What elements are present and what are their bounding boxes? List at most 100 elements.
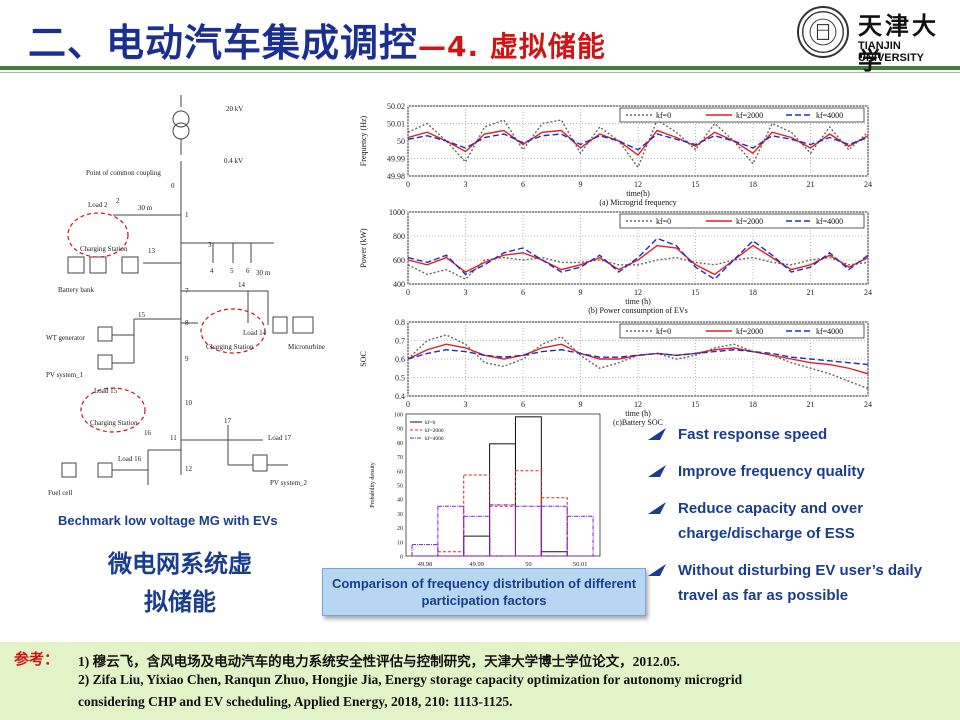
virtual-storage-label-line2: 拟储能 — [144, 588, 216, 616]
series-line — [407, 349, 869, 366]
x-tick-label: 15 — [692, 400, 700, 409]
title-subtitle: —4. 虚拟储能 — [418, 30, 606, 63]
node-label: 16 — [144, 429, 152, 437]
histogram-caption: Comparison of frequency distribution of … — [322, 568, 646, 616]
label-fuel-cell: Fuel cell — [48, 489, 72, 497]
y-tick-label: 0.7 — [395, 337, 405, 346]
university-name-en: TIANJIN UNIVERSITY — [858, 40, 925, 64]
virtual-storage-label-line1: 微电网系统虚 — [108, 550, 252, 578]
y-axis-label: Power (kW) — [359, 228, 368, 268]
soc-chart: 0 3 6 9 12 15 18 21 24 0.4 0.5 0.6 0.7 0.8 kf=0 kf=2000… — [359, 318, 872, 427]
benefit-item: Reduce capacity and over charge/discharg… — [648, 496, 958, 546]
y-tick-label: 60 — [397, 469, 403, 475]
label-30m-a: 30 m — [138, 204, 153, 212]
node-label: 1 — [185, 211, 189, 219]
y-tick-label: 90 — [397, 427, 403, 433]
x-tick-label: 6 — [521, 180, 525, 189]
references-box — [0, 642, 960, 720]
arrow-bullet-icon — [648, 564, 666, 576]
y-tick-label: 0.8 — [395, 318, 405, 327]
header-divider-thin — [0, 72, 960, 73]
x-tick-label: 6 — [521, 400, 525, 409]
label-20kv: 20 kV — [226, 105, 243, 113]
university-seal-icon — [797, 6, 849, 58]
benefit-item: Without disturbing EV user’s daily trave… — [648, 558, 958, 608]
y-tick-label: 40 — [397, 498, 403, 504]
reference-2: 2) Zifa Liu, Yixiao Chen, Ranqun Zhuo, H… — [78, 672, 743, 687]
x-tick-label: 24 — [864, 288, 872, 297]
x-axis-label: time(h) — [626, 189, 650, 198]
histogram-bar — [437, 505, 465, 557]
legend-label: kf=0 — [425, 419, 436, 426]
x-tick-label: 0 — [406, 288, 410, 297]
y-tick-label: 800 — [393, 232, 405, 241]
x-tick-label: 49.98 — [418, 561, 433, 568]
x-tick-label: 12 — [634, 288, 642, 297]
series-line — [407, 133, 869, 151]
header-divider — [0, 66, 960, 70]
legend-label: kf=0 — [656, 217, 671, 226]
slide-title: 二、电动汽车集成调控—4. 虚拟储能 — [28, 12, 606, 67]
benefit-text: Reduce capacity and over charge/discharg… — [678, 500, 864, 542]
benefit-text: Fast response speed — [678, 426, 828, 443]
label-load14: Load 14 — [243, 329, 267, 337]
node-label: 0 — [171, 182, 175, 190]
y-tick-label: 1000 — [389, 208, 405, 217]
arrow-bullet-icon — [648, 502, 666, 514]
schematic-caption: Bechmark low voltage MG with EVs — [58, 513, 278, 528]
x-axis-label: time (h) — [625, 409, 651, 418]
y-tick-label: 80 — [397, 441, 403, 447]
y-tick-label: 400 — [393, 280, 405, 289]
label-pv1: PV system_1 — [46, 371, 84, 379]
x-axis-label: time (h) — [625, 297, 651, 306]
node-label: 2 — [116, 197, 120, 205]
legend-label: kf=2000 — [736, 217, 763, 226]
node-label: 9 — [185, 355, 189, 363]
benefit-text: Improve frequency quality — [678, 463, 865, 480]
series-line — [407, 129, 869, 156]
frequency-chart: 0 3 6 9 12 15 18 21 24 49.98 49.99 50 50.01 50.02 kf=0… — [359, 102, 872, 207]
x-tick-label: 21 — [807, 288, 815, 297]
y-tick-label: 10 — [397, 540, 403, 546]
node-label: 8 — [185, 319, 189, 327]
node-label: 6 — [246, 267, 250, 275]
label-cs3: Charging Station — [90, 419, 138, 427]
x-tick-label: 15 — [692, 180, 700, 189]
y-tick-label: 50.01 — [387, 120, 405, 129]
y-tick-label: 50 — [397, 484, 403, 490]
node-label: 10 — [185, 399, 193, 407]
node-label: 7 — [185, 287, 189, 295]
y-axis-label: SOC — [359, 351, 368, 367]
x-tick-label: 12 — [634, 400, 642, 409]
x-tick-label: 15 — [692, 288, 700, 297]
legend-label: kf=4000 — [425, 435, 444, 442]
benefit-text: Without disturbing EV user’s daily trave… — [678, 562, 923, 604]
reference-2-cont: considering CHP and EV scheduling, Appli… — [78, 694, 513, 709]
y-tick-label: 0.5 — [395, 374, 405, 383]
series-line — [407, 237, 869, 281]
x-tick-label: 9 — [579, 288, 583, 297]
node-label: 13 — [148, 247, 156, 255]
histogram-bar — [566, 515, 594, 557]
legend-box — [619, 323, 865, 339]
x-tick-label: 21 — [807, 180, 815, 189]
node-label: 15 — [138, 311, 146, 319]
x-tick-label: 24 — [864, 400, 872, 409]
label-cs1: Charging Station — [80, 245, 128, 253]
label-load16: Load 16 — [118, 455, 142, 463]
x-tick-label: 50.01 — [573, 561, 588, 568]
y-tick-label: 70 — [397, 455, 403, 461]
y-tick-label: 0.6 — [395, 355, 405, 364]
y-tick-label: 49.99 — [387, 155, 405, 164]
microgrid-schematic: 20 kV 0.4 kV Point of common coupling Lo… — [46, 95, 325, 497]
legend-box — [619, 107, 865, 123]
power-chart: 0 3 6 9 12 15 18 21 24 400 600 800 1000 kf=0 kf=2000 kf… — [359, 208, 872, 315]
university-name-cn: 天津大学 — [858, 11, 939, 75]
node-label: 4 — [210, 267, 214, 275]
x-tick-label: 24 — [864, 180, 872, 189]
legend-label: kf=2000 — [736, 111, 763, 120]
label-cs2: Charging Station — [206, 343, 254, 351]
node-label: 12 — [185, 465, 193, 473]
label-pv2: PV system_2 — [270, 479, 308, 487]
legend-label: kf=4000 — [816, 327, 843, 336]
